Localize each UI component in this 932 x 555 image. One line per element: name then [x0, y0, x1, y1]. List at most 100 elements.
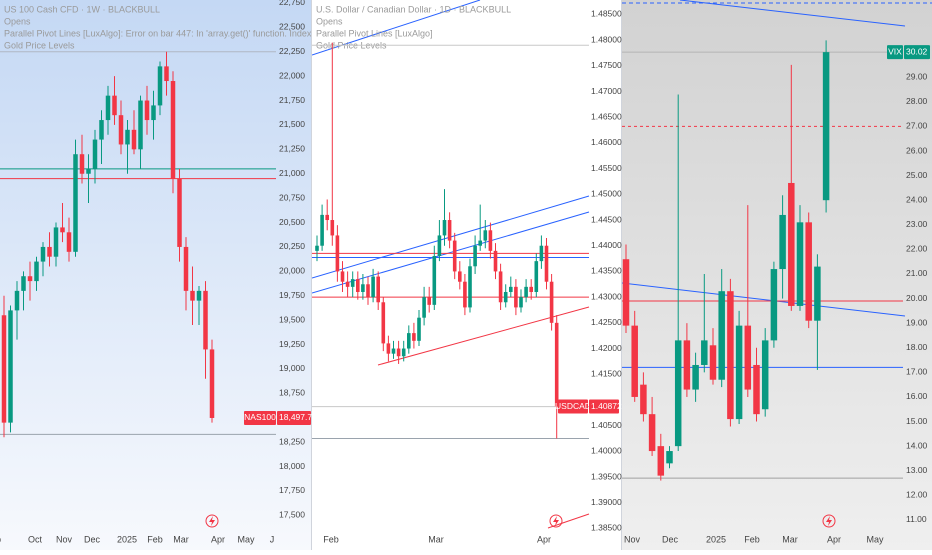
- candle-body: [164, 66, 169, 82]
- y-tick-label: 22,500: [279, 22, 305, 32]
- candle-body: [622, 259, 630, 326]
- trend-line: [547, 513, 590, 529]
- y-tick-label: 1.45000: [591, 189, 622, 199]
- y-tick-label: 18,750: [279, 388, 305, 398]
- y-tick-label: 1.39500: [591, 471, 622, 481]
- candle-body: [325, 214, 329, 221]
- candle-body: [386, 343, 391, 354]
- candle-body: [770, 269, 778, 341]
- candle-body: [805, 222, 812, 321]
- y-tick-label: 1.42500: [591, 317, 622, 327]
- y-tick-label: 20,000: [279, 266, 305, 276]
- candle-body: [503, 291, 508, 303]
- annotation: Opens: [316, 16, 343, 26]
- candle-body: [814, 266, 821, 321]
- y-tick-label: 23.00: [906, 219, 928, 229]
- candle-body: [427, 297, 431, 305]
- candle-body: [468, 266, 472, 308]
- candle-body: [1, 315, 7, 423]
- candle-body: [144, 100, 150, 121]
- x-tick-label: Feb: [323, 534, 339, 544]
- y-tick-label: 24.00: [906, 194, 928, 204]
- price-tag-symbol: VIX: [888, 46, 902, 56]
- price-tag-value: 30.02: [906, 46, 928, 56]
- candle-body: [529, 286, 533, 292]
- candle-body: [60, 227, 65, 233]
- y-tick-label: 21,000: [279, 168, 305, 178]
- candle-body: [417, 317, 421, 341]
- candle-body: [437, 235, 442, 257]
- y-tick-label: 19,250: [279, 339, 305, 349]
- panel: U.S. Dollar / Canadian Dollar · 1D · BLA…: [312, 0, 590, 529]
- candle-body: [727, 291, 734, 420]
- y-tick-label: 15.00: [906, 416, 928, 426]
- lightning-icon[interactable]: [822, 514, 836, 528]
- candle-body: [412, 333, 416, 341]
- candle-body: [396, 348, 401, 357]
- candle-body: [709, 345, 717, 380]
- annotation: Gold Price Levels: [4, 40, 75, 50]
- price-tag: [277, 410, 311, 425]
- y-tick-label: 29.00: [906, 71, 928, 81]
- candle-body: [519, 297, 523, 308]
- y-tick-label: 1.43000: [591, 291, 622, 301]
- y-tick-label: 1.42000: [591, 343, 622, 353]
- lightning-icon[interactable]: [549, 514, 563, 528]
- candle-body: [47, 246, 52, 257]
- annotation: Parallel Pivot Lines [LuxAlgo]: [316, 28, 433, 38]
- candle-body: [27, 276, 33, 282]
- x-tick-label: May: [866, 534, 884, 544]
- candle-body: [648, 414, 656, 452]
- y-tick-label: 19,750: [279, 290, 305, 300]
- candle-body: [73, 154, 78, 252]
- candle-body: [458, 271, 462, 282]
- chart-title: US 100 Cash CFD · 1W · BLACKBULL: [4, 4, 160, 14]
- candle-body: [125, 129, 130, 145]
- y-tick-label: 18.00: [906, 342, 928, 352]
- y-tick-label: 18,250: [279, 436, 305, 446]
- y-tick-label: 1.44500: [591, 214, 622, 224]
- y-tick-label: 20,250: [279, 241, 305, 251]
- y-tick-label: 28.00: [906, 96, 928, 106]
- x-tick-label: 2025: [117, 534, 137, 544]
- candle-body: [345, 281, 350, 287]
- x-tick-label: May: [237, 534, 255, 544]
- candle-body: [86, 168, 91, 174]
- candle-body: [761, 340, 769, 410]
- candle-body: [539, 245, 544, 262]
- candle-body: [21, 276, 26, 291]
- candle-body: [190, 290, 195, 301]
- x-tick-label: Nov: [624, 534, 641, 544]
- candle-body: [753, 364, 760, 415]
- candle-body: [53, 227, 59, 257]
- y-tick-label: 1.40000: [591, 446, 622, 456]
- lightning-icon[interactable]: [205, 514, 219, 528]
- candle-body: [735, 325, 743, 420]
- y-tick-label: 17.00: [906, 367, 928, 377]
- candle-body: [666, 451, 673, 464]
- y-tick-label: 13.00: [906, 465, 928, 475]
- candle-body: [118, 115, 124, 145]
- candle-body: [534, 261, 539, 292]
- y-tick-label: 20.00: [906, 293, 928, 303]
- y-tick-label: 12.00: [906, 490, 928, 500]
- y-tick-label: 1.47000: [591, 86, 622, 96]
- x-tick-label: Apr: [537, 534, 551, 544]
- y-tick-label: 14.00: [906, 440, 928, 450]
- y-tick-label: 22.00: [906, 244, 928, 254]
- candle-body: [514, 286, 518, 308]
- candle-body: [34, 261, 39, 282]
- x-tick-label: Feb: [744, 534, 760, 544]
- y-tick-label: 1.46000: [591, 137, 622, 147]
- candle-body: [483, 230, 488, 241]
- y-tick-label: 22,000: [279, 70, 305, 80]
- y-tick-label: 19.00: [906, 317, 928, 327]
- candle-body: [549, 281, 554, 323]
- x-tick-label: Apr: [211, 534, 225, 544]
- candle-body: [463, 281, 467, 308]
- candle-body: [366, 284, 370, 298]
- candle-body: [315, 245, 319, 251]
- x-tick-label: Dec: [84, 534, 101, 544]
- candle-body: [209, 349, 215, 418]
